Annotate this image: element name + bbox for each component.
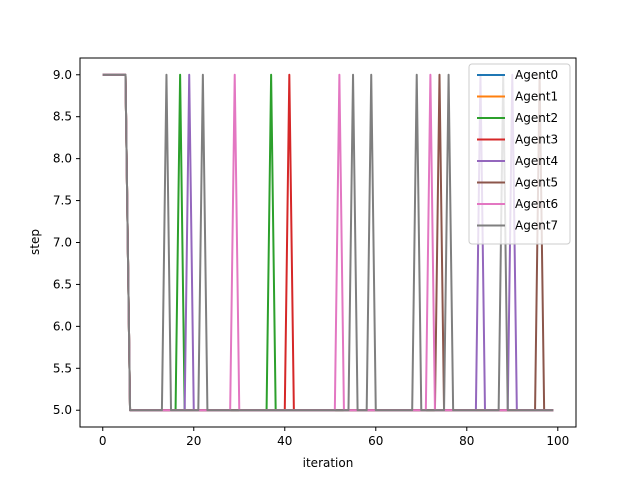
y-axis-label: step <box>28 229 42 255</box>
y-tick-label: 8.5 <box>53 110 72 124</box>
legend-label: Agent4 <box>515 154 558 168</box>
legend-label: Agent6 <box>515 197 558 211</box>
x-tick-label: 20 <box>186 434 201 448</box>
y-tick-label: 7.0 <box>53 236 72 250</box>
y-tick-label: 8.0 <box>53 152 72 166</box>
x-axis-label: iteration <box>303 456 354 470</box>
legend-label: Agent2 <box>515 111 558 125</box>
y-tick-label: 9.0 <box>53 68 72 82</box>
y-tick-label: 5.0 <box>53 403 72 417</box>
y-tick-label: 7.5 <box>53 194 72 208</box>
legend-label: Agent5 <box>515 176 558 190</box>
legend-label: Agent3 <box>515 133 558 147</box>
legend-label: Agent0 <box>515 68 558 82</box>
x-tick-label: 0 <box>99 434 107 448</box>
legend: Agent0 Agent1 Agent2 Agent3 Agent4 Agent5 Agen… <box>468 63 571 245</box>
y-tick-label: 6.5 <box>53 277 72 291</box>
y-tick-label: 6.0 <box>53 319 72 333</box>
series-line-agent7 <box>102 73 554 412</box>
y-axis: 5.0 5.5 6.0 6.5 7.0 7.5 8.0 8.5 9.0 <box>53 68 80 417</box>
legend-label: Agent1 <box>515 90 558 104</box>
x-tick-label: 80 <box>459 434 474 448</box>
y-tick-label: 5.5 <box>53 361 72 375</box>
x-tick-label: 60 <box>368 434 383 448</box>
x-axis: 0 20 40 60 80 100 <box>99 427 569 448</box>
x-tick-label: 40 <box>277 434 292 448</box>
legend-box <box>468 63 571 245</box>
series-layer <box>102 73 554 412</box>
legend-label: Agent7 <box>515 219 558 233</box>
x-tick-label: 100 <box>546 434 569 448</box>
